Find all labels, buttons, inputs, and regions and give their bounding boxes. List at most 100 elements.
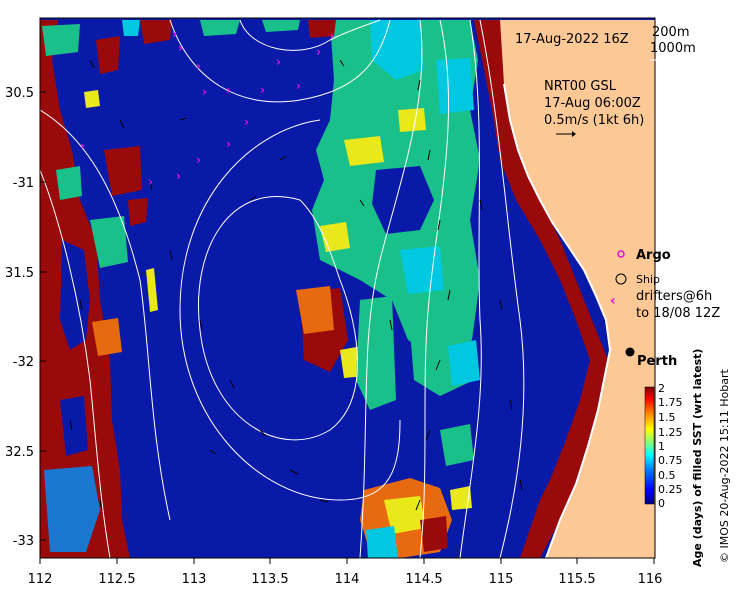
central-yellow-patch-3 (398, 108, 426, 132)
central-yellow-patch (344, 136, 384, 166)
lat-tick-label: 30.5 (5, 86, 34, 101)
colorbar-tick: 1.25 (658, 426, 683, 439)
credit-label: © IMOS 20-Aug-2022 15:11 Hobart (718, 369, 731, 563)
svg-text:›: › (226, 83, 231, 97)
central-cyan-patch-3 (400, 246, 444, 294)
svg-text:›: › (276, 55, 281, 69)
coast-white-edge (503, 83, 612, 558)
argo-marker-icon (617, 250, 625, 258)
svg-text:›: › (296, 79, 301, 93)
perth-label: Perth (637, 354, 677, 369)
lon-tick-label: 114 (335, 572, 360, 587)
lat-tick-label: 32.5 (5, 445, 34, 460)
lon-tick-label: 116 (638, 572, 663, 587)
south-yellow-patch-2 (450, 486, 472, 510)
west-red-patch-mid (104, 146, 142, 196)
colorbar-tick: 1.75 (658, 396, 683, 409)
colorbar-tick: 0 (658, 497, 665, 510)
central-green-top-2 (262, 20, 300, 32)
central-cyan-patch-2 (436, 58, 474, 114)
current-time-label: 17-Aug 06:00Z (544, 96, 641, 111)
central-cyan-lower (448, 340, 480, 386)
svg-text:›: › (80, 139, 85, 153)
colorbar-tick: 0.5 (658, 469, 676, 482)
contour-label-200m: 200m (652, 25, 689, 40)
lon-tick-label: 113.5 (251, 572, 288, 587)
colorbar (644, 386, 655, 505)
west-orange-patch (92, 318, 122, 356)
current-scale-arrow (556, 131, 576, 137)
longitude-axis: 112 112.5 113 113.5 114 114.5 115 115.5 … (28, 558, 663, 587)
lon-tick-label: 113 (182, 572, 207, 587)
colorbar-tick: 1 (658, 440, 665, 453)
svg-text:›: › (316, 45, 321, 59)
drifter-arrow-icon: ‹ (610, 293, 616, 309)
west-blue-mid (60, 396, 88, 456)
central-red-top (308, 20, 336, 38)
svg-text:›: › (202, 85, 207, 99)
west-green-patch (90, 216, 128, 268)
central-green-top (200, 20, 240, 36)
lat-tick-label: -32 (13, 355, 34, 370)
west-green-patch-2 (42, 24, 80, 56)
colorbar-tick: 2 (658, 382, 665, 395)
west-cyan-patch (44, 466, 100, 552)
current-model-label: NRT00 GSL (544, 79, 617, 94)
coastal-old-sst-strip (474, 20, 612, 558)
svg-text:›: › (196, 59, 201, 73)
bathymetry-contours (40, 19, 525, 558)
argo-legend-label: Argo (636, 248, 671, 263)
svg-text:›: › (176, 169, 181, 183)
ship-marker-icon (615, 273, 627, 285)
lon-tick-label: 115.5 (558, 572, 595, 587)
west-green-patch-3 (56, 166, 82, 200)
latitude-axis: 30.5 -31 31.5 -32 32.5 -33 (5, 86, 46, 549)
west-red-scatter (128, 198, 148, 226)
svg-text:›: › (148, 175, 153, 189)
date-label: 17-Aug-2022 16Z (515, 32, 629, 47)
south-red-patch (420, 516, 448, 552)
current-scale-label: 0.5m/s (1kt 6h) (544, 113, 644, 128)
colorbar-tick: 1.5 (658, 411, 676, 424)
central-blue-hole (372, 166, 434, 234)
argo-drifter-tracks[interactable]: ››› › › › ››› ››› ››› › (80, 27, 335, 189)
ship-legend-label: Ship (636, 273, 660, 286)
perth-marker[interactable] (625, 347, 635, 357)
svg-text:›: › (178, 41, 183, 55)
lon-tick-label: 114.5 (405, 572, 442, 587)
west-blue-gap (60, 240, 90, 350)
lon-tick-label: 115 (489, 572, 514, 587)
current-vectors (69, 59, 523, 511)
colorbar-ticks: 2 1.75 1.5 1.25 1 0.75 0.5 0.25 0 (658, 382, 683, 510)
west-cyan-top (122, 20, 140, 36)
svg-text:›: › (196, 153, 201, 167)
colorbar-title: Age (days) of filled SST (wrt latest) (691, 349, 704, 567)
coastal-blue-nearshore (476, 120, 584, 558)
lat-tick-label: -31 (13, 176, 34, 191)
lat-tick-label: 31.5 (5, 266, 34, 281)
south-green-patch (440, 424, 474, 466)
lon-tick-label: 112 (28, 572, 53, 587)
south-yellow-core (384, 496, 426, 534)
west-red-patch-top (96, 36, 120, 74)
svg-text:›: › (226, 137, 231, 151)
colorbar-tick: 0.75 (658, 454, 683, 467)
drifters-legend-line2: to 18/08 12Z (636, 306, 720, 321)
svg-text:›: › (260, 83, 265, 97)
central-orange-patch (296, 286, 334, 334)
svg-text:›: › (244, 115, 249, 129)
lon-tick-label: 112.5 (98, 572, 135, 587)
west-yellow-patch (84, 90, 100, 108)
land-western-australia (500, 20, 655, 558)
west-red-top (140, 20, 172, 44)
svg-text:›: › (172, 27, 177, 41)
west-yellow-line (146, 268, 158, 312)
contour-label-1000m: 1000m (650, 41, 696, 56)
colorbar-tick: 0.25 (658, 483, 683, 496)
central-cyan-patch (370, 20, 424, 80)
svg-text:›: › (330, 29, 335, 43)
south-cyan-patch (366, 526, 398, 558)
plot-area: ››› › › › ››› ››› ››› › (40, 18, 655, 558)
drifters-legend-line1: drifters@6h (636, 289, 712, 304)
